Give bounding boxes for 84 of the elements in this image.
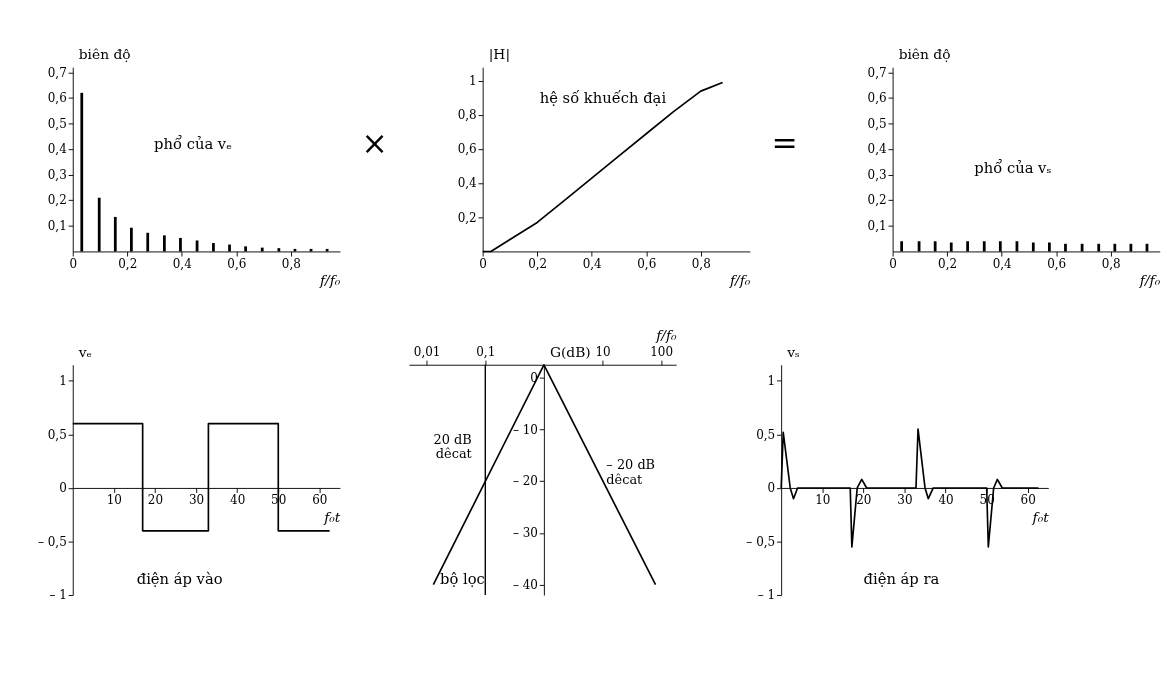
y-tick-label: 0,6 <box>867 91 887 106</box>
x-tick-label: 0,6 <box>1047 256 1067 271</box>
x-tick-label: 0 <box>889 256 897 271</box>
annotation: hệ số khuếch đại <box>539 89 667 107</box>
y-tick-label: 0,5 <box>867 116 887 131</box>
x-tick-label: 0,4 <box>582 256 603 271</box>
y-tick-label: 0,3 <box>47 167 67 182</box>
y-tick-label: 0,2 <box>47 193 67 208</box>
y-tick-label: 0,4 <box>867 142 888 157</box>
y-tick-label: 0 <box>767 481 776 496</box>
x-axis-title: f₀t <box>323 508 341 525</box>
x-tick-label: 10 <box>595 345 611 360</box>
y-axis-title: vₛ <box>786 343 800 360</box>
annotation: – 20 dB dêcat <box>606 457 656 488</box>
y-tick-label: 0,5 <box>47 116 67 131</box>
x-tick-label: 0 <box>479 256 487 271</box>
y-tick-label: – 1 <box>49 588 67 603</box>
y-tick-label: – 30 <box>512 526 538 541</box>
x-tick-label: 100 <box>650 345 674 360</box>
y-tick-label: – 1 <box>757 588 776 603</box>
x-tick-label: 0,01 <box>413 345 441 360</box>
y-axis-title: biên độ <box>78 46 131 63</box>
x-tick-label: 40 <box>230 493 246 508</box>
y-axis-title: G(dB) <box>549 343 591 360</box>
y-tick-label: – 10 <box>512 422 538 437</box>
y-tick-label: 0 <box>59 481 67 496</box>
x-tick-label: 30 <box>188 493 205 508</box>
y-tick-label: 0,4 <box>457 176 478 191</box>
x-tick-label: 10 <box>815 493 831 508</box>
y-tick-label: 1 <box>767 374 776 388</box>
annotation: điện áp ra <box>863 569 940 587</box>
text: × <box>361 124 388 161</box>
x-axis-title: f₀t <box>1031 508 1050 525</box>
x-tick-label: 0,4 <box>992 256 1013 271</box>
y-tick-label: 0,1 <box>867 219 887 234</box>
x-tick-label: 0,8 <box>1101 256 1121 271</box>
text: = <box>771 124 798 161</box>
x-tick-label: 0,8 <box>281 256 301 271</box>
x-tick-label: 0,2 <box>938 256 958 271</box>
x-axis-title: f/f₀ <box>655 327 678 344</box>
y-tick-label: 0,6 <box>457 142 477 157</box>
x-tick-label: 60 <box>312 493 328 508</box>
x-tick-label: 0,8 <box>691 256 711 271</box>
y-tick-label: 0,8 <box>457 108 477 123</box>
y-axis-title: |H| <box>488 46 511 63</box>
x-axis-title: f/f₀ <box>318 272 341 289</box>
y-tick-label: 0,2 <box>457 210 477 225</box>
x-tick-label: 60 <box>1020 493 1036 508</box>
x-tick-label: 0,2 <box>118 256 138 271</box>
y-axis-title: biên độ <box>898 46 951 63</box>
x-tick-label: 40 <box>938 493 954 508</box>
y-tick-label: – 0,5 <box>37 534 67 549</box>
x-tick-label: 0 <box>69 256 78 271</box>
y-tick-label: 0,5 <box>47 427 67 442</box>
annotation: phổ của vₛ <box>974 159 1052 177</box>
y-tick-label: 0,5 <box>756 427 776 442</box>
x-tick-label: 0,6 <box>637 256 657 271</box>
y-tick-label: 0,1 <box>47 219 67 234</box>
annotation: phổ của vₑ <box>154 135 233 153</box>
annotation: 20 dB dêcat <box>433 431 473 462</box>
x-tick-label: 0,6 <box>227 256 247 271</box>
y-tick-label: 1 <box>59 374 67 388</box>
y-tick-label: 0,7 <box>47 65 67 80</box>
x-tick-label: 10 <box>106 493 122 508</box>
x-tick-label: 20 <box>147 493 164 508</box>
annotation: điện áp vào <box>136 569 223 587</box>
y-tick-label: 0,6 <box>47 91 67 106</box>
x-axis-title: f/f₀ <box>728 272 751 289</box>
x-tick-label: 0,1 <box>476 345 496 360</box>
x-tick-label: 0,2 <box>528 256 548 271</box>
y-tick-label: 0,2 <box>867 193 887 208</box>
y-tick-label: – 40 <box>512 577 538 592</box>
x-tick-label: 30 <box>897 493 913 508</box>
x-tick-label: 20 <box>856 493 872 508</box>
annotation: bộ lọc <box>440 569 485 587</box>
y-tick-label: 0,3 <box>867 167 887 182</box>
y-tick-label: – 20 <box>512 474 538 489</box>
y-axis-title: vₑ <box>77 343 92 360</box>
x-tick-label: 0,4 <box>172 256 193 271</box>
y-tick-label: – 0,5 <box>746 534 776 549</box>
y-tick-label: 0,4 <box>47 142 68 157</box>
y-tick-label: 0,7 <box>867 65 887 80</box>
x-axis-title: f/f₀ <box>1138 272 1161 289</box>
y-tick-label: 1 <box>469 74 477 89</box>
